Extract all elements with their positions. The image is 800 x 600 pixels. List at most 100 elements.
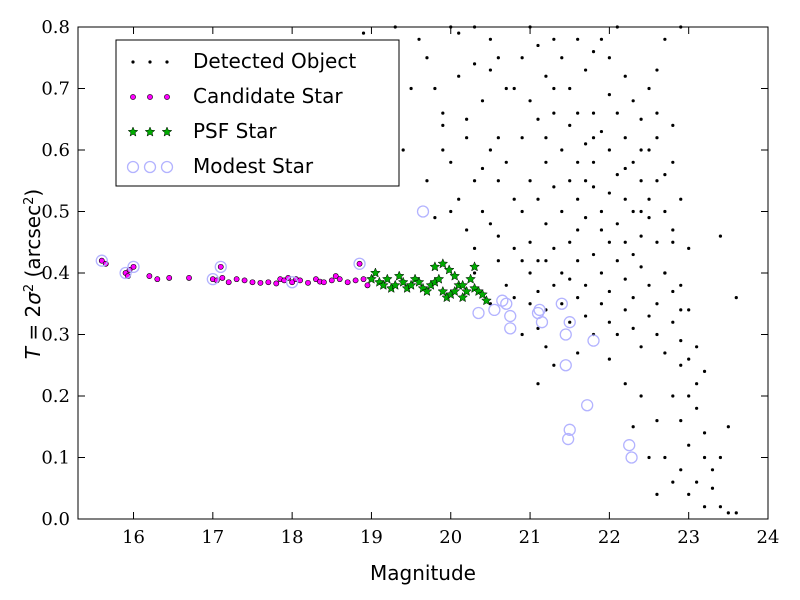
- data-point: [249, 279, 256, 286]
- data-point: [591, 136, 596, 140]
- data-point: [623, 382, 627, 386]
- data-point: [536, 326, 540, 330]
- legend-marker: [144, 126, 156, 137]
- data-point: [560, 271, 564, 275]
- data-point: [655, 302, 659, 306]
- y-axis-label: T = 2σ2 (arcsec2): [21, 189, 45, 359]
- data-point: [671, 394, 675, 398]
- data-point: [702, 369, 707, 373]
- data-point: [687, 357, 691, 361]
- data-point: [663, 455, 667, 460]
- data-point: [671, 123, 675, 127]
- data-point: [655, 111, 659, 115]
- data-point: [599, 37, 604, 41]
- y-tick-label: 0.1: [41, 448, 70, 469]
- data-point: [496, 234, 500, 238]
- data-point: [591, 252, 596, 257]
- data-point: [702, 431, 707, 435]
- data-point: [718, 505, 723, 509]
- series-detected-object: [330, 25, 738, 515]
- data-point: [695, 382, 699, 386]
- data-point: [443, 264, 455, 275]
- data-point: [496, 259, 500, 263]
- data-point: [655, 492, 659, 496]
- data-point: [449, 270, 461, 281]
- legend-label-candidate: Candidate Star: [193, 84, 343, 108]
- data-point: [568, 123, 572, 127]
- data-point: [433, 86, 437, 91]
- data-point: [623, 166, 627, 171]
- data-point: [457, 31, 461, 35]
- x-tick-label: 21: [519, 527, 542, 548]
- data-point: [576, 296, 580, 300]
- data-point: [599, 271, 604, 275]
- data-point: [563, 423, 576, 436]
- data-point: [504, 283, 508, 287]
- data-point: [687, 246, 691, 250]
- data-point: [233, 276, 240, 283]
- data-point: [461, 285, 472, 297]
- data-point: [552, 37, 556, 41]
- data-point: [472, 271, 477, 275]
- data-point: [472, 179, 477, 183]
- data-point: [671, 320, 675, 324]
- data-point: [305, 279, 311, 286]
- data-point: [336, 276, 343, 283]
- data-point: [687, 492, 691, 496]
- y-tick-label: 0.7: [41, 79, 70, 100]
- data-point: [568, 320, 572, 324]
- data-point: [560, 209, 564, 214]
- data-point: [441, 148, 445, 152]
- data-point: [488, 37, 493, 41]
- y-label-unit-sup: 2: [22, 197, 37, 205]
- x-tick-label: 17: [201, 527, 224, 548]
- data-point: [496, 56, 500, 60]
- data-point: [353, 257, 366, 270]
- data-point: [639, 234, 643, 238]
- data-point: [320, 279, 327, 286]
- data-point: [425, 179, 429, 183]
- y-label-eq: = 2: [21, 305, 45, 347]
- legend-marker: [131, 60, 135, 64]
- data-point: [726, 511, 730, 515]
- data-point: [647, 314, 651, 318]
- data-point: [655, 68, 659, 72]
- y-tick-label: 0.3: [41, 325, 70, 346]
- data-point: [496, 136, 500, 140]
- data-point: [528, 271, 532, 275]
- data-point: [587, 334, 600, 347]
- data-point: [481, 295, 492, 306]
- data-point: [663, 173, 667, 177]
- data-point: [576, 259, 580, 263]
- data-point: [457, 197, 461, 201]
- x-tick-label: 22: [598, 527, 621, 548]
- data-point: [639, 345, 643, 349]
- data-point: [154, 276, 161, 283]
- data-point: [568, 277, 572, 281]
- data-point: [599, 302, 604, 306]
- data-point: [615, 332, 619, 337]
- data-point: [535, 316, 549, 329]
- data-point: [214, 260, 227, 274]
- data-point: [477, 288, 488, 300]
- data-point: [520, 136, 524, 140]
- y-label-T: T: [21, 345, 45, 359]
- y-label-sigma: σ: [21, 291, 45, 305]
- data-point: [496, 294, 509, 307]
- data-point: [734, 296, 738, 300]
- data-point: [663, 271, 667, 275]
- data-point: [671, 289, 675, 294]
- data-point: [576, 111, 580, 115]
- data-point: [552, 363, 556, 367]
- data-point: [631, 160, 635, 164]
- data-point: [655, 240, 659, 244]
- data-point: [488, 68, 493, 72]
- data-point: [413, 276, 425, 287]
- tick-layer: 16 17 18 19 20 21 22 23 24 0.0 0.1 0.2 0.3 0.4 0.5 0.6 0…: [41, 17, 779, 548]
- data-point: [536, 197, 540, 201]
- x-tick-label: 19: [360, 527, 383, 548]
- data-point: [241, 277, 248, 284]
- data-point: [583, 314, 588, 318]
- y-tick-label: 0.8: [41, 17, 70, 38]
- data-point: [655, 179, 659, 183]
